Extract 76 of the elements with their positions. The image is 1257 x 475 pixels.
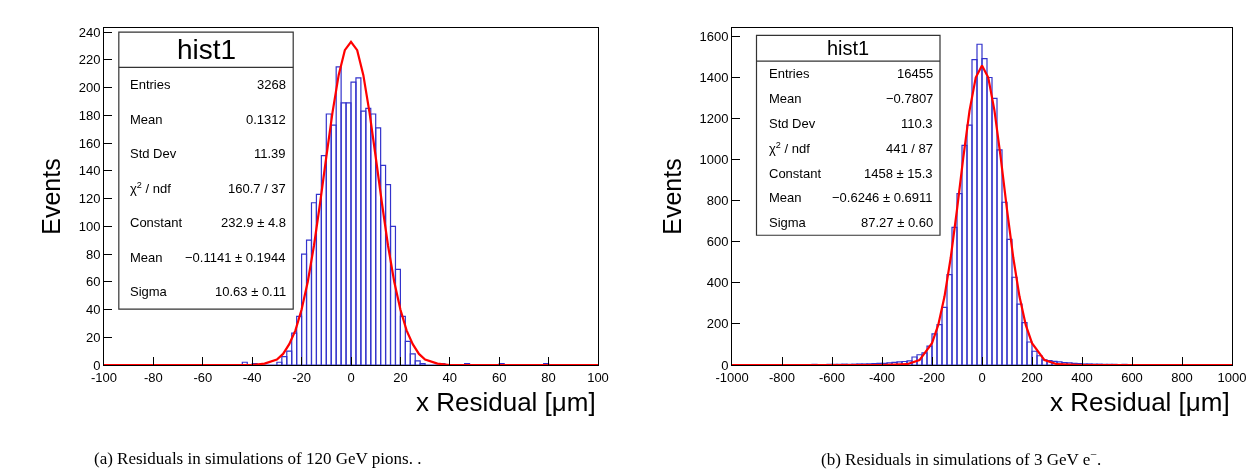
y-tick-label: 1200 xyxy=(699,110,729,126)
annotation: Sigma xyxy=(769,215,807,230)
x-tick-label: 60 xyxy=(491,369,507,385)
x-tick-label: 0 xyxy=(978,369,986,385)
x-tick-label: -800 xyxy=(768,369,796,385)
y-tick-label: 1000 xyxy=(699,152,729,168)
x-tick-label: -80 xyxy=(144,369,163,385)
x-tick-label: 0 xyxy=(347,369,355,385)
annotation: 160.7 / 37 xyxy=(228,181,286,196)
y-tick-label: 60 xyxy=(85,274,101,290)
annotation: hist1 xyxy=(827,37,870,59)
y-tick-label: 1400 xyxy=(699,69,729,85)
y-axis-title: Events xyxy=(37,158,66,235)
y-tick-label: 20 xyxy=(85,329,101,345)
y-tick-label: 800 xyxy=(706,193,729,209)
y-tick-label: 600 xyxy=(706,234,729,250)
annotation: χ$^{2}$ / ndf xyxy=(130,180,172,197)
text: (a) Residuals in simulations of 120 GeV pions. . xyxy=(94,449,422,468)
text: (b) Residuals in simulations of 3 GeV e$^{−}$. xyxy=(821,447,1102,470)
y-tick-label: 40 xyxy=(85,302,101,318)
annotation: Entries xyxy=(769,66,810,81)
x-tick-label: -60 xyxy=(193,369,213,385)
y-tick-label: 1600 xyxy=(699,28,729,44)
annotation: Mean xyxy=(769,91,802,106)
x-tick-label: -40 xyxy=(242,369,262,385)
annotation: −0.6246 ± 0.6911 xyxy=(832,190,933,205)
annotation: Mean xyxy=(130,250,163,265)
x-tick-label: -600 xyxy=(818,369,846,385)
y-tick-label: 120 xyxy=(78,191,101,207)
y-tick-label: 240 xyxy=(78,24,101,40)
annotation: −0.1141 ± 0.1944 xyxy=(185,250,286,265)
annotation: 110.3 xyxy=(901,116,933,131)
x-tick-label: -400 xyxy=(868,369,896,385)
y-tick-label: 100 xyxy=(78,218,101,234)
annotation: 16455 xyxy=(897,66,934,81)
y-tick-label: 140 xyxy=(78,163,101,179)
y-tick-label: 180 xyxy=(78,107,101,123)
annotation: Entries xyxy=(130,77,171,92)
annotation: Mean xyxy=(130,112,163,127)
x-axis-title: x Residual [μm] xyxy=(1050,387,1230,417)
annotation: 3268 xyxy=(257,77,286,92)
annotation: hist1 xyxy=(177,34,237,65)
x-tick-label: -20 xyxy=(292,369,311,385)
x-tick-label: 600 xyxy=(1121,369,1143,385)
annotation: Sigma xyxy=(130,284,168,299)
x-tick-label: 400 xyxy=(1071,369,1093,385)
annotation: χ$^{2}$ / ndf xyxy=(769,140,811,157)
annotation: 232.9 ± 4.8 xyxy=(221,215,286,230)
x-tick-label: -200 xyxy=(918,369,946,385)
y-tick-label: 200 xyxy=(706,316,729,332)
x-axis-title: x Residual [μm] xyxy=(416,387,596,417)
x-tick-label: 20 xyxy=(393,369,408,385)
y-tick-label: 200 xyxy=(78,80,101,96)
y-tick-label: 160 xyxy=(78,135,101,151)
y-tick-label: 400 xyxy=(706,275,729,291)
annotation: Mean xyxy=(769,190,802,205)
annotation: Constant xyxy=(130,215,183,230)
annotation: Constant xyxy=(769,166,822,181)
y-tick-label: 80 xyxy=(85,246,101,262)
x-tick-label: 80 xyxy=(541,369,556,385)
y-axis-title: Events xyxy=(658,158,687,235)
annotation: 0.1312 xyxy=(246,112,286,127)
annotation: Std Dev xyxy=(130,146,177,161)
annotation: 11.39 xyxy=(254,146,286,161)
x-tick-label: 40 xyxy=(442,369,458,385)
annotation: 1458 ± 15.3 xyxy=(864,166,933,181)
annotation: 441 / 87 xyxy=(886,141,933,156)
x-tick-label: 200 xyxy=(1021,369,1043,385)
annotation: 87.27 ± 0.60 xyxy=(861,215,934,230)
x-tick-label: 800 xyxy=(1171,369,1193,385)
y-tick-label: 220 xyxy=(78,52,101,68)
annotation: 10.63 ± 0.11 xyxy=(215,284,287,299)
annotation: Std Dev xyxy=(769,116,816,131)
annotation: −0.7807 xyxy=(886,91,934,106)
x-tick-label: 100 xyxy=(587,369,609,385)
x-tick-label: 1000 xyxy=(1217,369,1247,385)
